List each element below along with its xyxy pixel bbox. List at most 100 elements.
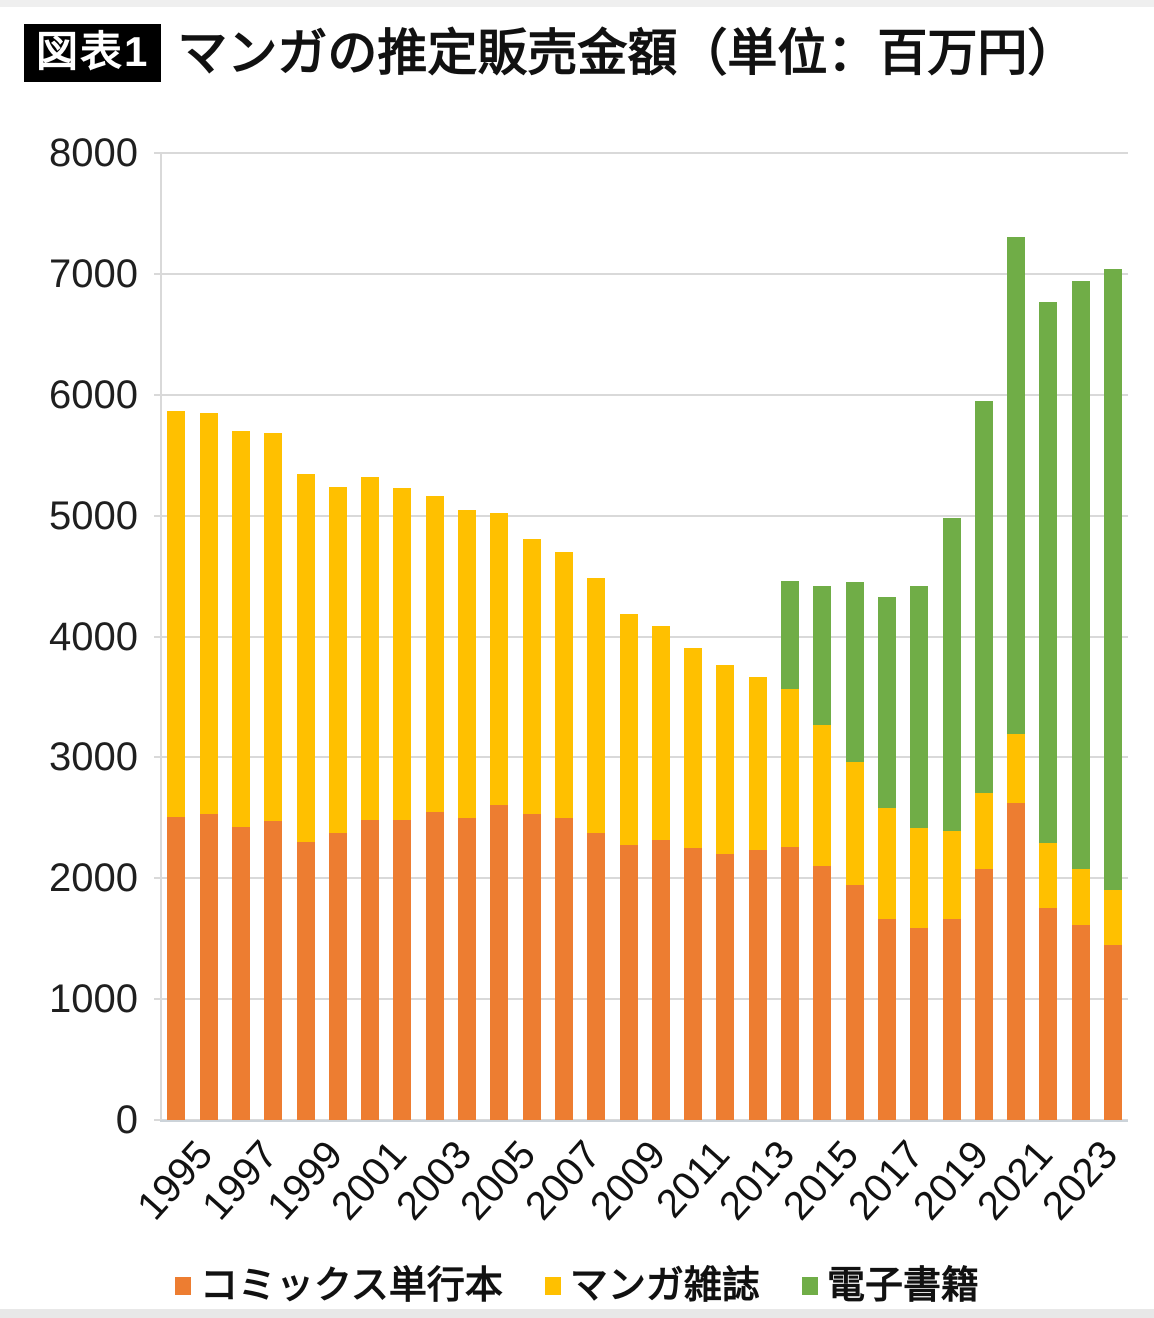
- bar-1995-comics: [167, 816, 186, 1120]
- bar-2024-magazines: [1104, 889, 1123, 946]
- y-axis-label-5000: 5000: [49, 493, 138, 538]
- bar-2022-magazines: [1039, 843, 1058, 908]
- bar-2010-magazines: [651, 625, 670, 841]
- y-axis-label-4000: 4000: [49, 614, 138, 659]
- chart-header: 図表1 マンガの推定販売金額（単位：百万円）: [24, 24, 1077, 82]
- bar-1997-magazines: [231, 431, 250, 828]
- bar-2022-digital: [1039, 301, 1058, 844]
- gridline-4000: [154, 635, 1128, 638]
- bar-2021-comics: [1007, 803, 1026, 1120]
- x-axis-label-text-2023: 2023: [1033, 1132, 1126, 1229]
- x-axis-label-text-2019: 2019: [904, 1132, 997, 1229]
- bar-2017-comics: [877, 918, 896, 1120]
- bar-2013-comics: [748, 850, 767, 1120]
- bar-2008-comics: [587, 833, 606, 1120]
- figure-number-badge: 図表1: [24, 24, 162, 82]
- y-axis-label-7000: 7000: [49, 251, 138, 296]
- bar-1998-magazines: [264, 433, 283, 822]
- chart-legend: コミックス単行本 マンガ雑誌 電子書籍: [0, 1258, 1154, 1314]
- y-axis-label-1000: 1000: [49, 977, 138, 1022]
- bar-2014-magazines: [781, 688, 800, 848]
- bar-2000-comics: [328, 833, 347, 1120]
- bar-2004-magazines: [458, 509, 477, 819]
- x-axis-label-text-2005: 2005: [452, 1132, 545, 1229]
- x-axis-label-text-1997: 1997: [193, 1132, 287, 1229]
- gridline-5000: [154, 514, 1128, 517]
- gridline-3000: [154, 756, 1128, 759]
- bar-2019-digital: [942, 518, 961, 832]
- x-axis-label-text-2021: 2021: [969, 1132, 1062, 1229]
- bar-2019-magazines: [942, 831, 961, 919]
- bar-2013-magazines: [748, 676, 767, 851]
- y-axis-line: [160, 153, 162, 1122]
- x-axis-label-text-2017: 2017: [839, 1132, 933, 1229]
- bar-2001-magazines: [361, 477, 380, 821]
- bar-2006-comics: [522, 813, 541, 1120]
- bar-2003-magazines: [425, 496, 444, 812]
- bar-2000-magazines: [328, 487, 347, 834]
- bar-2018-comics: [910, 928, 929, 1120]
- bar-2023-magazines: [1071, 868, 1090, 926]
- bar-2017-magazines: [877, 807, 896, 919]
- bar-2008-magazines: [587, 578, 606, 834]
- bar-2002-magazines: [393, 487, 412, 820]
- bar-2020-comics: [974, 868, 993, 1120]
- bar-2011-magazines: [684, 648, 703, 848]
- bar-2017-digital: [877, 596, 896, 808]
- bar-2012-magazines: [716, 664, 735, 854]
- legend-label-comics: コミックス単行本: [200, 1265, 503, 1307]
- top-edge-strip: [0, 0, 1154, 7]
- bar-2001-comics: [361, 820, 380, 1120]
- y-axis-label-2000: 2000: [49, 856, 138, 901]
- bar-2021-digital: [1007, 237, 1026, 735]
- bar-1995-magazines: [167, 411, 186, 817]
- x-axis-label-text-2013: 2013: [710, 1132, 803, 1229]
- bar-2016-comics: [845, 884, 864, 1120]
- bar-2014-comics: [781, 847, 800, 1120]
- bar-2009-comics: [619, 845, 638, 1120]
- bar-2015-magazines: [813, 724, 832, 866]
- x-axis-label-text-2007: 2007: [516, 1132, 610, 1229]
- legend-swatch-comics: [175, 1277, 192, 1295]
- bar-2005-magazines: [490, 512, 509, 806]
- gridline-6000: [154, 393, 1128, 396]
- legend-swatch-magazines: [544, 1277, 561, 1295]
- y-axis-label-6000: 6000: [49, 372, 138, 417]
- bar-2022-comics: [1039, 907, 1058, 1120]
- bar-2023-digital: [1071, 281, 1090, 869]
- y-axis-label-8000: 8000: [49, 131, 138, 175]
- bar-2009-magazines: [619, 613, 638, 846]
- bar-2020-magazines: [974, 792, 993, 869]
- gridline-2000: [154, 877, 1128, 880]
- x-axis-label-text-2015: 2015: [775, 1132, 868, 1229]
- bar-2015-digital: [813, 586, 832, 725]
- bar-2019-comics: [942, 918, 961, 1120]
- x-axis-label-text-2001: 2001: [323, 1132, 416, 1229]
- bar-2005-comics: [490, 805, 509, 1120]
- bar-2020-digital: [974, 401, 993, 793]
- gridline-7000: [154, 272, 1128, 275]
- bar-2007-magazines: [554, 552, 573, 819]
- gridline-8000: [154, 152, 1128, 154]
- bar-1999-comics: [296, 841, 315, 1120]
- x-axis-label-text-2009: 2009: [581, 1132, 674, 1229]
- legend-item-digital: 電子書籍: [801, 1265, 979, 1307]
- bar-2014-digital: [781, 581, 800, 689]
- bar-2016-digital: [845, 581, 864, 762]
- bar-2023-comics: [1071, 925, 1090, 1120]
- x-axis-label-text-1995: 1995: [129, 1132, 222, 1229]
- bar-2016-magazines: [845, 761, 864, 885]
- gridline-1000: [154, 998, 1128, 1001]
- chart-title: マンガの推定販売金額（単位：百万円）: [177, 24, 1078, 81]
- x-axis-label-text-2003: 2003: [387, 1132, 480, 1229]
- bar-2006-magazines: [522, 538, 541, 814]
- bar-2012-comics: [716, 853, 735, 1120]
- bar-2004-comics: [458, 818, 477, 1120]
- y-axis-label-3000: 3000: [49, 735, 138, 780]
- bar-2024-digital: [1104, 269, 1123, 890]
- legend-label-digital: 電子書籍: [826, 1265, 979, 1307]
- bar-1999-magazines: [296, 474, 315, 842]
- bar-2002-comics: [393, 819, 412, 1120]
- x-axis-line: [160, 1120, 1128, 1122]
